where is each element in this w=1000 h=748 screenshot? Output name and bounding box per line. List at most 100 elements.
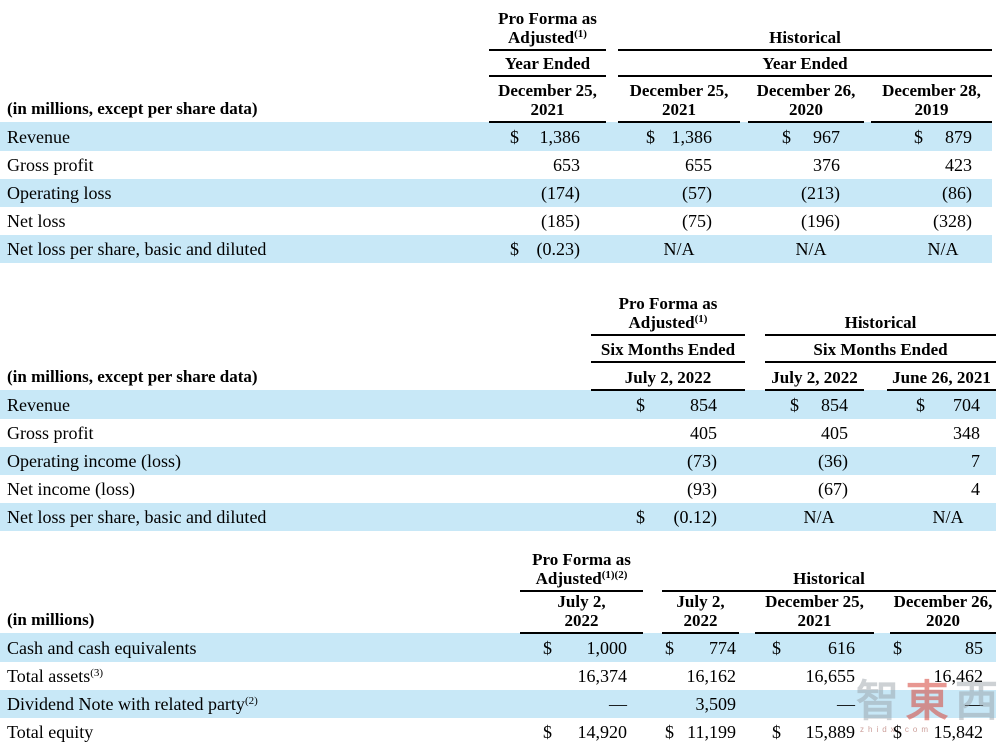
value-cell: $ (0.23) [489,235,606,263]
footnote-ref: (1) [574,28,587,40]
value: 616 [828,638,855,658]
interim-meta-label: (in millions, except per share data) [7,367,258,386]
currency-symbol: $ [782,127,791,147]
value: (213) [801,183,840,203]
balance-sheet-table: Pro Forma as Adjusted(1)(2) Historical (… [0,549,997,746]
balance-proforma-date: July 2, 2022 [520,591,643,634]
spacer [874,690,890,718]
currency-symbol: $ [543,638,552,658]
spacer [745,503,765,531]
spacer [606,235,618,263]
spacer [739,662,755,690]
spacer [606,50,618,76]
table-row: Net income (loss) (93) (67) 4 [0,475,996,503]
spacer [739,633,755,662]
value-cell: $85 [890,633,996,662]
value-cell: $879 [871,122,992,151]
value: 4 [971,479,980,499]
value-cell: N/A [765,503,864,531]
balance-historical-header: Historical [662,549,997,592]
value: (75) [682,211,712,231]
spacer [740,207,748,235]
row-label: Revenue [7,126,70,147]
annual-proforma-date: December 25, 2021 [489,76,606,123]
value: 15,889 [805,722,856,742]
currency-symbol: $ [772,638,781,658]
value: N/A [663,239,695,259]
value-cell: 16,655 [755,662,874,690]
value: 16,462 [933,666,984,686]
value: 655 [685,155,712,175]
spacer [0,291,591,335]
value-cell: — [890,690,996,718]
value: 1,386 [539,127,581,147]
value: 879 [945,127,973,147]
row-label: Net loss [7,211,66,231]
value-cell: 348 [887,419,996,447]
date-line1: December 28, [882,81,981,100]
footnote-ref: (3) [90,667,104,679]
spacer [0,8,489,50]
value: N/A [927,239,959,259]
annual-historical-period: Year Ended [618,50,993,77]
currency-symbol: $ [646,127,655,147]
row-label: Dividend Note with related party(2) [0,690,520,718]
value-cell: 405 [765,419,864,447]
row-label: Total assets(3) [0,662,520,690]
spacer [643,633,662,662]
value: N/A [932,507,964,527]
value-cell: (185) [489,207,606,235]
proforma-title-line2: Adjusted [508,28,575,47]
date-line1: December 25, [629,81,729,100]
value: N/A [803,507,835,527]
value: (0.23) [536,239,581,259]
interim-date-column-1: July 2, 2022 [765,362,864,391]
date-line1: December 25, [498,81,597,100]
value: 14,920 [577,722,628,742]
value: 16,655 [805,666,856,686]
value: 967 [813,127,840,147]
date-line2: 2021 [662,100,696,119]
value: (36) [818,451,848,471]
balance-date-column-1: July 2, 2022 [662,591,739,634]
interim-results-table: Pro Forma as Adjusted(1) Historical Six … [0,291,996,531]
currency-symbol: $ [543,722,552,742]
annual-proforma-period: Year Ended [489,50,606,77]
spacer [874,591,890,633]
value-cell: $1,386 [618,122,740,151]
balance-date-column-2: December 25, 2021 [755,591,874,634]
value: 11,199 [687,722,736,742]
value: (196) [801,211,840,231]
value: 85 [965,638,984,658]
interim-historical-period: Six Months Ended [765,335,996,363]
value-cell: (57) [618,179,740,207]
proforma-title-line2: Adjusted [535,569,602,588]
table-row: Net loss per share, basic and diluted $ (… [0,235,993,263]
date-line1: December 26, [756,81,856,100]
value: (93) [687,479,717,499]
spacer [643,718,662,746]
date-line2: 2019 [914,100,949,119]
interim-historical-header: Historical [765,291,996,336]
annual-date-column-2: December 26, 2020 [748,76,864,123]
value: 1,386 [671,127,713,147]
value: 348 [953,423,980,443]
table-row: Revenue $1,386 $1,386 $967 $879 [0,122,993,151]
annual-results-table: Pro Forma as Adjusted(1) Historical Year… [0,8,993,263]
spacer [864,76,871,122]
spacer [864,475,887,503]
currency-symbol: $ [893,638,902,658]
row-label: Operating income (loss) [7,451,181,471]
spacer [740,122,748,151]
annual-historical-header: Historical [618,8,993,51]
value: (185) [541,211,580,231]
spacer [606,179,618,207]
spacer [745,475,765,503]
value: (86) [942,183,973,203]
value: (328) [933,211,973,231]
table-row: Gross profit 653 655 376 423 [0,151,992,179]
value: 376 [813,155,840,175]
date-line2: 2020 [789,100,823,119]
annual-meta-label: (in millions, except per share data) [7,99,258,118]
value-cell: $15,889 [755,718,874,746]
